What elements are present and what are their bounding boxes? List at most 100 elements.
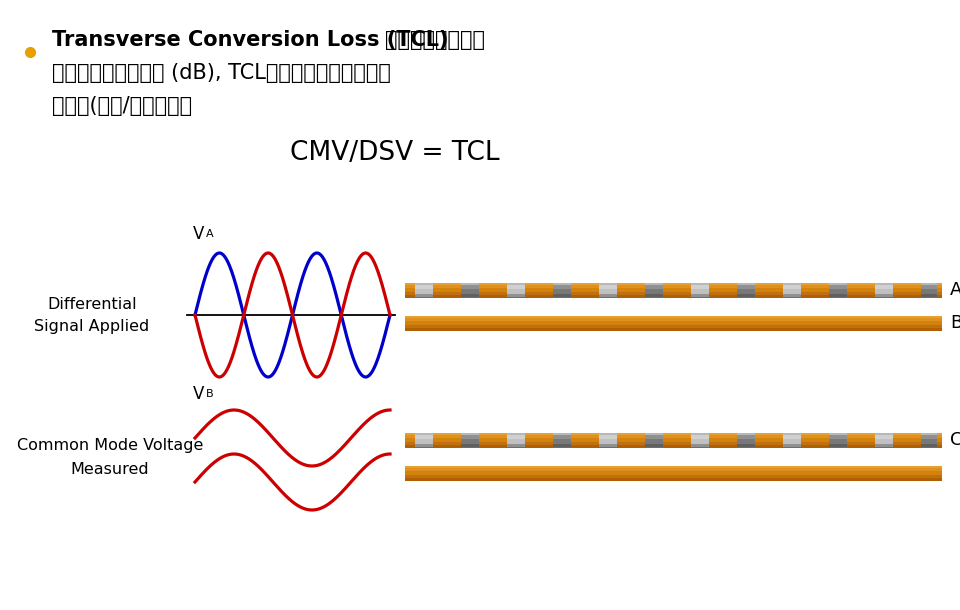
Bar [599, 285, 617, 287]
Text: B: B [950, 314, 960, 332]
Bar [875, 446, 893, 447]
Bar [405, 471, 942, 472]
Bar [553, 433, 571, 434]
Bar [405, 435, 942, 436]
Bar [737, 293, 755, 295]
Bar [405, 479, 942, 480]
Bar [553, 439, 571, 440]
Bar [921, 446, 937, 447]
Bar [461, 442, 479, 444]
Bar [921, 290, 937, 292]
Bar [691, 296, 709, 297]
Bar [405, 439, 942, 440]
Bar [599, 434, 617, 436]
Bar [415, 441, 433, 443]
Bar [553, 288, 571, 289]
Bar [783, 290, 801, 292]
Bar [829, 285, 847, 287]
Bar [737, 283, 755, 284]
Text: Transverse Conversion Loss (TCL): Transverse Conversion Loss (TCL) [52, 30, 448, 50]
Bar [691, 284, 709, 285]
Bar [691, 443, 709, 445]
Text: V: V [193, 225, 204, 243]
Bar [461, 291, 479, 293]
Bar [415, 283, 433, 284]
Bar [415, 437, 433, 439]
Bar [599, 289, 617, 290]
Text: CMV/DSV = TCL: CMV/DSV = TCL [290, 140, 499, 166]
Bar [783, 439, 801, 440]
Bar [783, 293, 801, 295]
Bar [405, 467, 942, 468]
Bar [553, 292, 571, 294]
Bar [507, 291, 525, 293]
Bar [599, 446, 617, 447]
Bar [507, 434, 525, 436]
Bar [737, 442, 755, 444]
Bar [783, 296, 801, 297]
Bar [599, 295, 617, 296]
Bar [645, 287, 663, 288]
Bar [405, 470, 942, 471]
Bar [415, 446, 433, 447]
Bar [405, 468, 942, 469]
Bar [461, 285, 479, 287]
Bar [921, 437, 937, 438]
Bar [405, 466, 942, 467]
Bar [921, 288, 937, 289]
Bar [645, 289, 663, 290]
Bar [553, 293, 571, 295]
Bar [783, 289, 801, 290]
Bar [405, 443, 942, 445]
Bar [691, 445, 709, 446]
Bar [875, 295, 893, 296]
Bar [553, 443, 571, 445]
Bar [875, 445, 893, 446]
Bar [405, 475, 942, 476]
Bar [829, 288, 847, 289]
Bar [875, 289, 893, 290]
Bar [875, 437, 893, 439]
Bar [405, 326, 942, 328]
Bar [461, 439, 479, 440]
Bar [461, 446, 479, 447]
Bar [461, 289, 479, 290]
Bar [691, 433, 709, 434]
Bar [645, 437, 663, 439]
Bar [405, 328, 942, 329]
Bar [783, 441, 801, 443]
Bar [875, 288, 893, 289]
Bar [599, 437, 617, 439]
Bar [461, 445, 479, 446]
Bar [405, 438, 942, 439]
Bar [875, 287, 893, 288]
Bar [737, 437, 755, 439]
Bar [829, 441, 847, 443]
Bar [645, 285, 663, 287]
Bar [645, 440, 663, 442]
Bar [691, 288, 709, 289]
Bar [829, 296, 847, 297]
Bar [405, 445, 942, 446]
Bar [405, 317, 942, 318]
Bar [507, 292, 525, 294]
Bar [645, 445, 663, 446]
Bar [507, 289, 525, 290]
Bar [691, 434, 709, 436]
Bar [461, 437, 479, 438]
Bar [875, 433, 893, 434]
Bar [829, 433, 847, 434]
Bar [599, 296, 617, 297]
Bar [645, 443, 663, 445]
Bar [691, 292, 709, 294]
Bar [737, 436, 755, 437]
Bar [415, 288, 433, 289]
Text: 平衡度(结构/材料差异）: 平衡度(结构/材料差异） [52, 96, 192, 116]
Bar [507, 288, 525, 289]
Bar [599, 441, 617, 443]
Bar [507, 295, 525, 296]
Bar [405, 479, 942, 481]
Bar [737, 440, 755, 442]
Bar [507, 442, 525, 444]
Bar [405, 316, 942, 317]
